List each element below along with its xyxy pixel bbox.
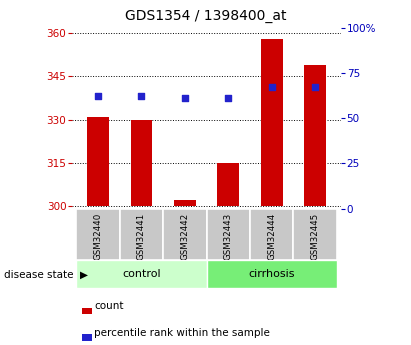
Bar (131, 120, 152, 206)
Point (312, 85, 319, 90)
Point (95, 93, 101, 99)
Text: GSM32443: GSM32443 (224, 213, 233, 260)
Text: GSM32442: GSM32442 (180, 213, 189, 260)
Text: GSM32440: GSM32440 (93, 213, 102, 260)
Bar (217, 163, 239, 206)
Bar (87, 117, 109, 206)
Bar (82, 334, 92, 341)
Bar (207, 209, 250, 260)
Text: control: control (122, 269, 161, 279)
Text: percentile rank within the sample: percentile rank within the sample (94, 328, 270, 338)
Bar (163, 209, 207, 260)
Bar (82, 307, 92, 314)
Text: cirrhosis: cirrhosis (248, 269, 295, 279)
Point (182, 96, 188, 101)
Point (138, 93, 145, 99)
Text: GSM32444: GSM32444 (267, 213, 276, 260)
Bar (304, 65, 326, 206)
Point (225, 96, 231, 101)
Text: count: count (94, 302, 124, 312)
Bar (76, 209, 120, 260)
Bar (250, 209, 293, 260)
Bar (120, 209, 163, 260)
Bar (207, 260, 337, 288)
Bar (174, 200, 196, 206)
Text: disease state  ▶: disease state ▶ (4, 269, 88, 279)
Text: GDS1354 / 1398400_at: GDS1354 / 1398400_at (125, 9, 286, 23)
Bar (261, 39, 282, 206)
Text: GSM32445: GSM32445 (311, 213, 320, 260)
Text: GSM32441: GSM32441 (137, 213, 146, 260)
Bar (293, 209, 337, 260)
Point (268, 85, 275, 90)
Bar (76, 260, 207, 288)
